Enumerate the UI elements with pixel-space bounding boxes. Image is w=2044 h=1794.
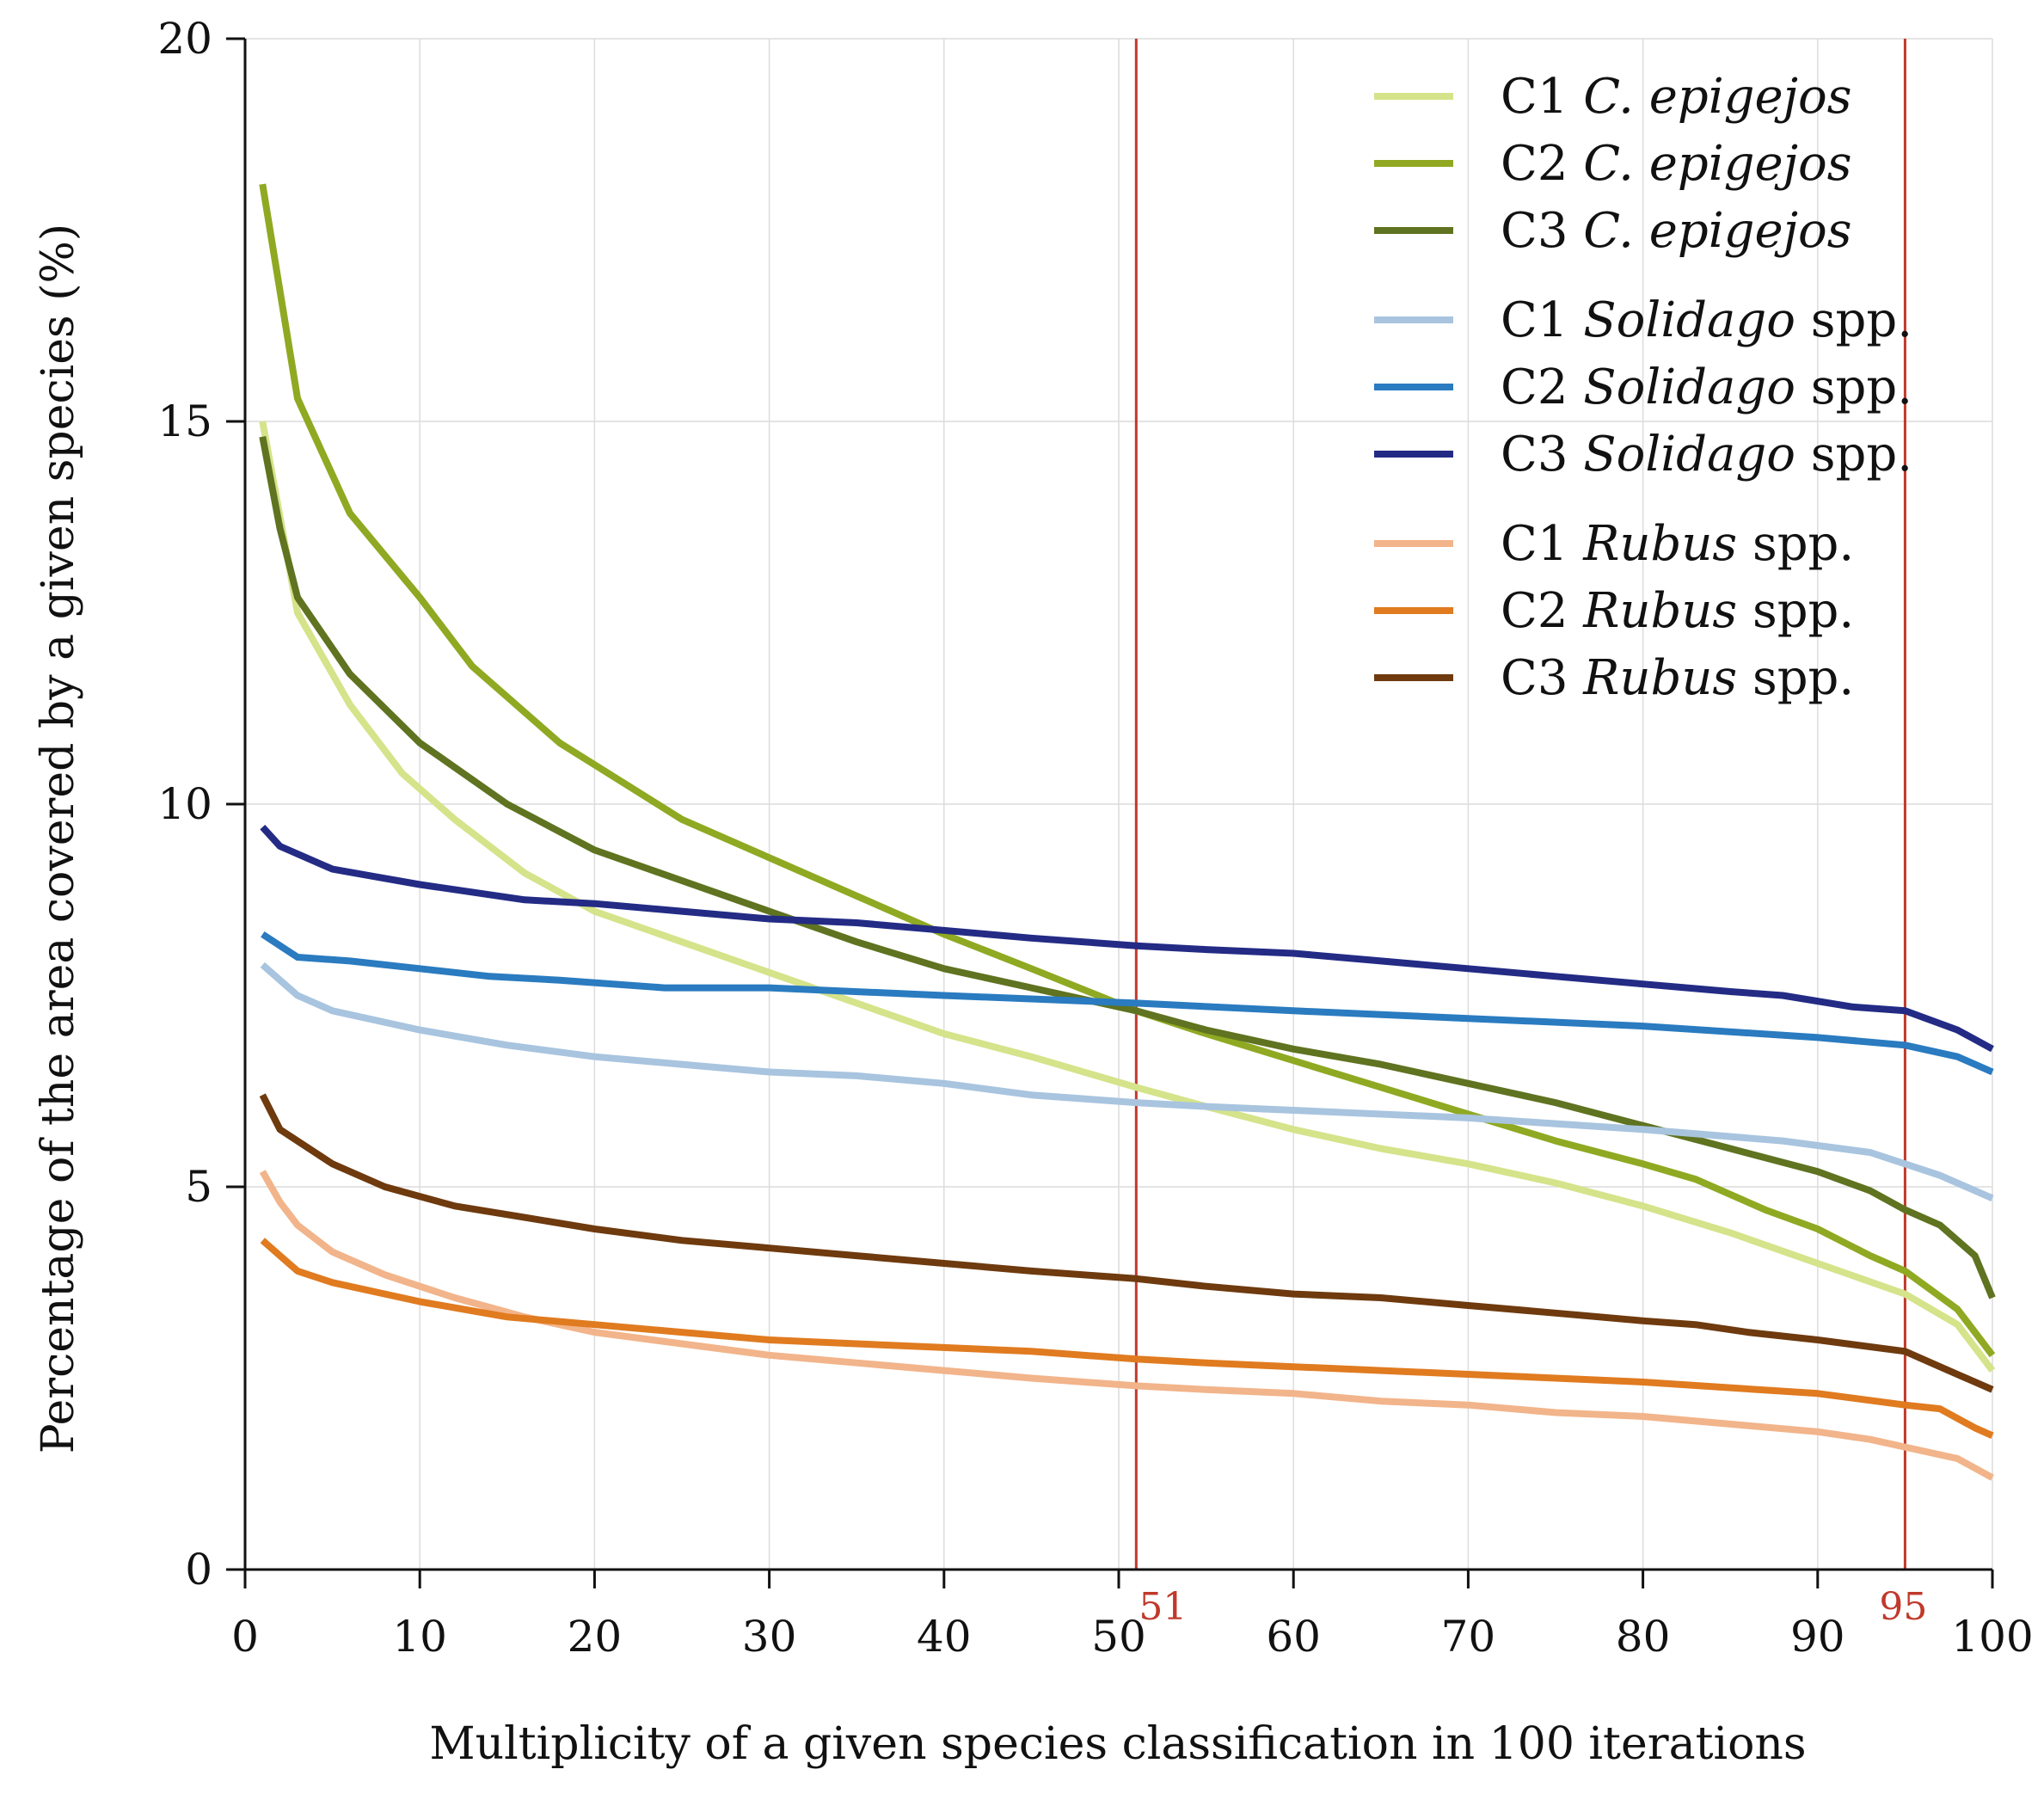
x-tick-label: 80	[1616, 1612, 1671, 1662]
legend-entry: C1 C. epigejos	[1501, 69, 1851, 125]
x-tick-label: 70	[1441, 1612, 1496, 1662]
series-line	[261, 931, 1994, 1076]
legend-entry: C3 C. epigejos	[1501, 203, 1851, 259]
x-tick-label: 20	[568, 1612, 623, 1662]
legend-entry: C1 Solidago spp.	[1501, 292, 1912, 348]
y-tick-label: 15	[157, 396, 212, 446]
legend: C1 C. epigejos C2 C. epigejos C3 C. epigej…	[1374, 69, 1912, 706]
x-tick-label: 60	[1266, 1612, 1321, 1662]
legend-entry: C3 Rubus spp.	[1501, 650, 1854, 706]
legend-entry: C2 C. epigejos	[1501, 136, 1851, 192]
series-line	[259, 1170, 1994, 1481]
series-line	[259, 436, 1996, 1299]
legend-entry: C3 Solidago spp.	[1501, 427, 1912, 482]
y-tick-label: 5	[185, 1162, 212, 1212]
y-tick-label: 10	[157, 779, 212, 829]
y-tick-label: 0	[185, 1545, 212, 1594]
reference-lines: 51 95	[1134, 39, 1927, 1629]
x-tick-label: 100	[1951, 1612, 2033, 1662]
legend-entry: C2 Rubus spp.	[1501, 583, 1854, 639]
legend-entry: C1 Rubus spp.	[1501, 516, 1854, 572]
x-tick-label: 40	[917, 1612, 972, 1662]
x-tick-label: 10	[392, 1612, 447, 1662]
x-tick-label: 50	[1091, 1612, 1146, 1662]
series-line	[260, 825, 1994, 1053]
x-axis-title: Multiplicity of a given species classifi…	[429, 1718, 1806, 1770]
series-line	[260, 1238, 1994, 1439]
reference-line-label: 51	[1139, 1585, 1187, 1629]
y-tick-label: 20	[157, 14, 212, 64]
x-tick-label: 30	[742, 1612, 797, 1662]
x-tick-label: 0	[231, 1612, 259, 1662]
y-axis-title: Percentage of the area covered by a give…	[33, 224, 84, 1453]
series-line	[259, 183, 1996, 1358]
series-line	[259, 421, 1996, 1373]
series-lines	[259, 183, 1996, 1481]
axes: 0 10 20 30 40 50 60 70 80 90 100 0 5 10 15 20	[157, 14, 2033, 1662]
series-line	[259, 1093, 1994, 1393]
legend-entry: C2 Solidago spp.	[1501, 359, 1912, 415]
series-line	[260, 962, 1994, 1201]
x-tick-label: 90	[1790, 1612, 1845, 1662]
reference-line-label: 95	[1879, 1585, 1927, 1629]
